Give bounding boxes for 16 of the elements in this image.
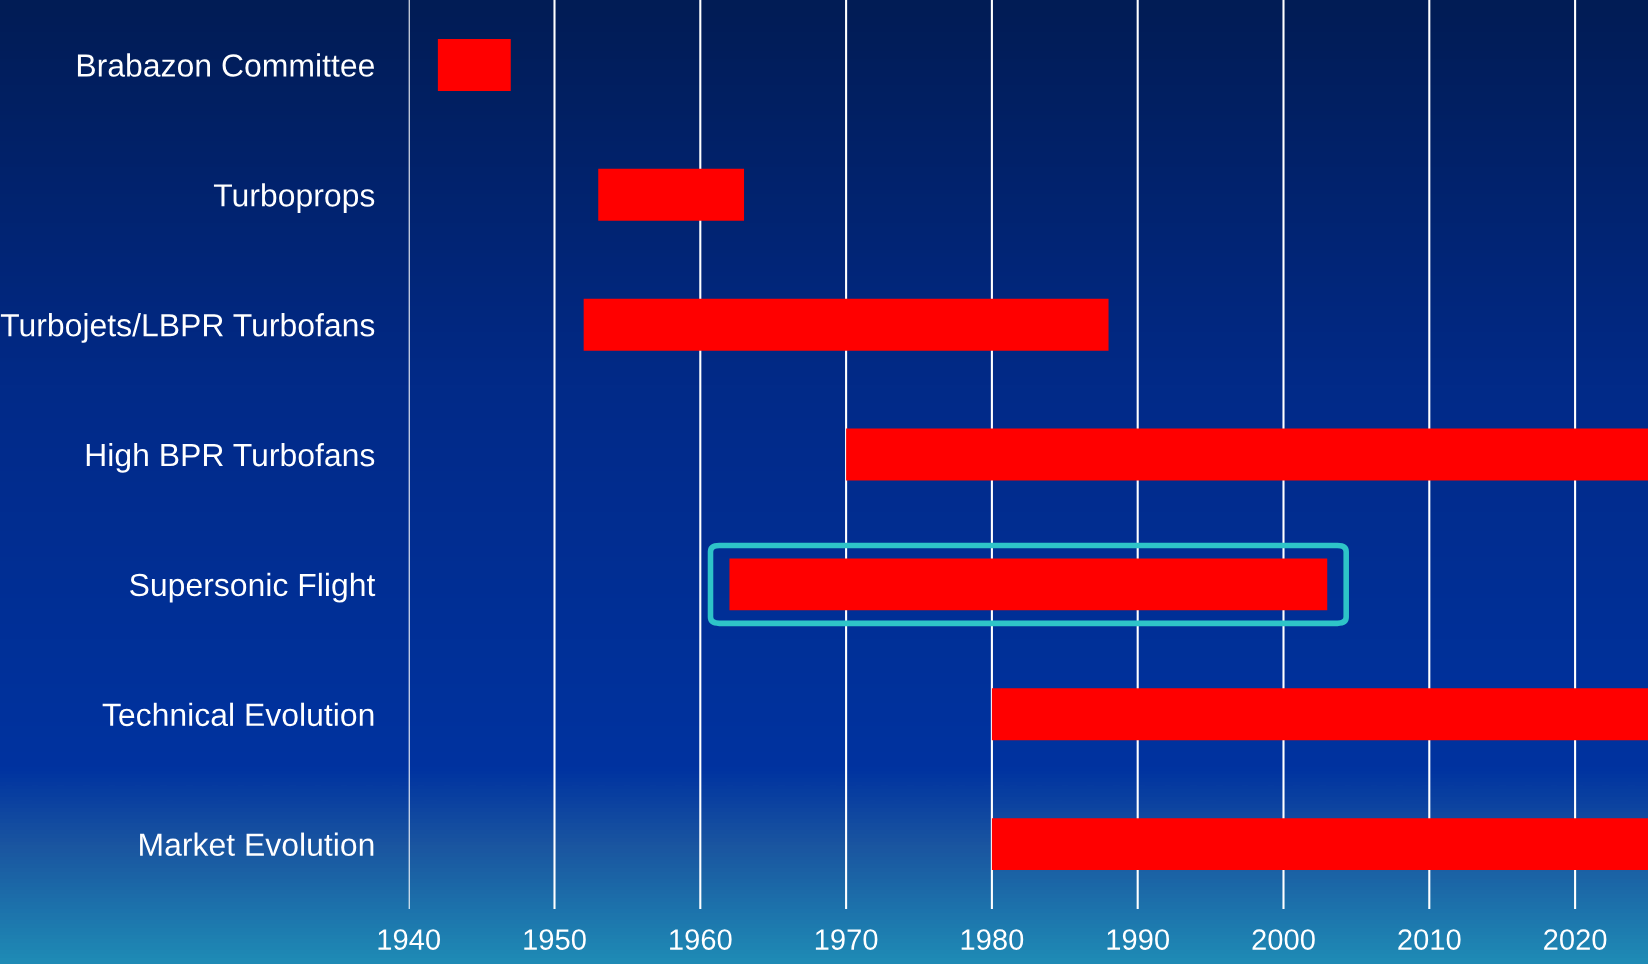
y-tick-label: Technical Evolution — [102, 702, 374, 727]
y-tick-label: Supersonic Flight — [130, 572, 376, 603]
x-tick-label: 1950 — [524, 929, 586, 950]
x-tick-label: 1970 — [815, 929, 878, 950]
y-tick-label: Brabazon Committee — [77, 53, 374, 77]
x-tick-label: 2000 — [1252, 929, 1315, 950]
y-tick-label: High BPR Turbofans — [86, 442, 375, 473]
x-tick-label: 1990 — [1107, 929, 1170, 950]
x-tick-label: 1940 — [378, 929, 441, 950]
y-tick-label: Market Evolution — [140, 832, 374, 857]
x-tick-label: 1960 — [670, 929, 732, 950]
x-tick-label: 2020 — [1544, 929, 1607, 950]
x-tick-label: 1980 — [961, 929, 1024, 950]
y-tick-label: Turboprops — [213, 183, 375, 213]
y-tick-label: Turbojets/LBPR Turbofans — [0, 313, 375, 343]
x-tick-label: 2010 — [1398, 929, 1461, 950]
